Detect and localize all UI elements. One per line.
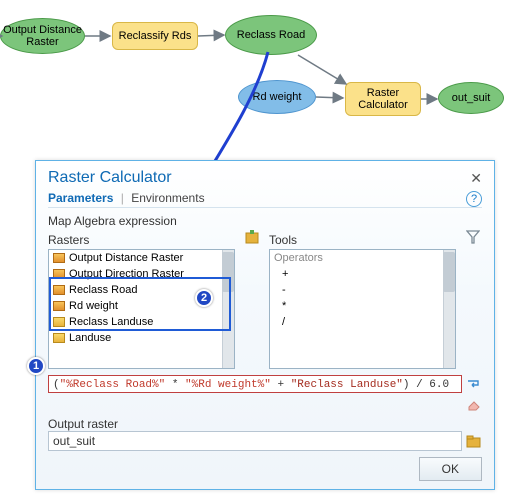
close-icon[interactable]: ✕ (470, 170, 482, 187)
raster-layer-icon (53, 333, 65, 343)
browse-folder-icon[interactable] (466, 433, 482, 449)
node-raster-calculator[interactable]: Raster Calculator (345, 82, 421, 116)
wrap-icon[interactable] (466, 376, 482, 392)
node-reclassify-rds[interactable]: Reclassify Rds (112, 22, 198, 50)
raster-item[interactable]: Landuse (49, 330, 234, 346)
raster-layer-icon (53, 301, 65, 311)
operator-item[interactable]: - (270, 282, 455, 298)
raster-calculator-dialog: Raster Calculator ✕ Parameters | Environ… (35, 160, 495, 490)
dialog-tabs: Parameters | Environments ? (48, 191, 482, 205)
dialog-title: Raster Calculator (48, 169, 172, 187)
tab-environments[interactable]: Environments (131, 191, 204, 205)
tools-label: Tools (269, 233, 297, 247)
operator-item[interactable]: / (270, 314, 455, 330)
eraser-icon[interactable] (466, 397, 482, 411)
node-reclass-road[interactable]: Reclass Road (225, 15, 317, 55)
ok-button[interactable]: OK (419, 457, 482, 481)
raster-layer-icon (53, 253, 65, 263)
rasters-label: Rasters (48, 233, 89, 247)
operator-item[interactable]: * (270, 298, 455, 314)
raster-layer-icon (53, 269, 65, 279)
add-raster-icon[interactable] (245, 230, 259, 244)
operators-header: Operators (270, 250, 455, 266)
callout-2: 2 (195, 289, 213, 307)
operator-item[interactable]: + (270, 266, 455, 282)
callout-1: 1 (27, 357, 45, 375)
tab-parameters[interactable]: Parameters (48, 191, 113, 205)
tools-listbox[interactable]: Operators +-*/ (269, 249, 456, 369)
output-raster-label: Output raster (48, 417, 482, 431)
expression-label: Map Algebra expression (48, 214, 482, 228)
raster-item[interactable]: Output Distance Raster (49, 250, 234, 266)
model-diagram: Output Distance Raster Reclassify Rds Recl… (0, 0, 511, 130)
expression-input[interactable]: ("%Reclass Road%" * "%Rd weight%" + "Rec… (48, 375, 462, 393)
raster-item[interactable]: Reclass Landuse (49, 314, 234, 330)
output-raster-input[interactable]: out_suit (48, 431, 462, 451)
node-rd-weight[interactable]: Rd weight (238, 80, 316, 114)
node-out-suit[interactable]: out_suit (438, 82, 504, 114)
raster-item[interactable]: Output Direction Raster (49, 266, 234, 282)
scrollbar[interactable] (222, 250, 234, 368)
filter-icon[interactable] (466, 230, 480, 244)
raster-layer-icon (53, 285, 65, 295)
node-output-distance[interactable]: Output Distance Raster (0, 18, 85, 54)
rasters-listbox[interactable]: Output Distance RasterOutput Direction R… (48, 249, 235, 369)
raster-layer-icon (53, 317, 65, 327)
scrollbar[interactable] (443, 250, 455, 368)
help-icon[interactable]: ? (466, 191, 482, 207)
